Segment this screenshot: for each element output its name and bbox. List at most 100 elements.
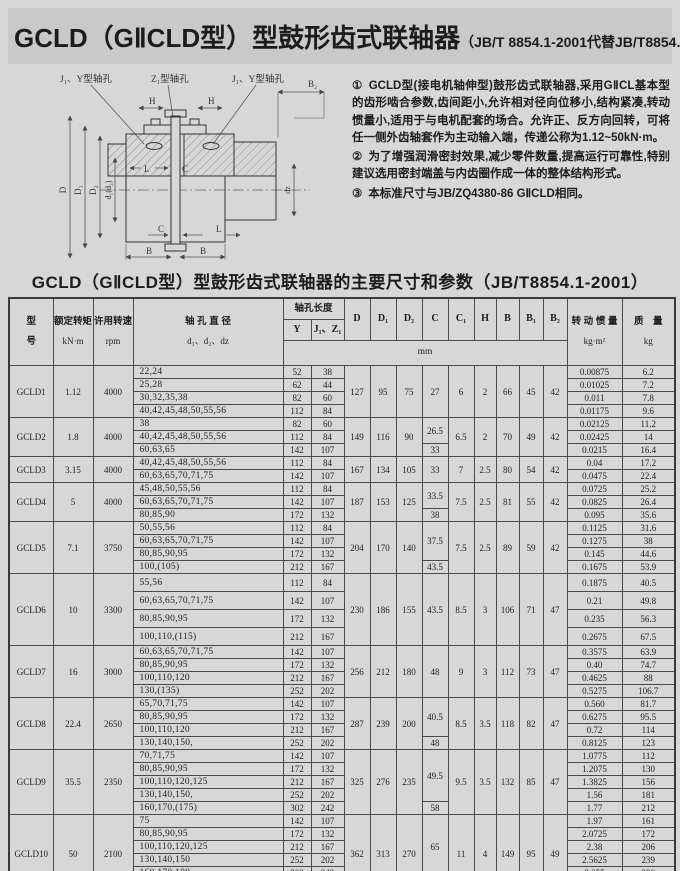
cell-B2: 47 <box>542 645 568 698</box>
cell-speed: 3000 <box>92 645 134 698</box>
cell-mass: 11.2 <box>621 417 676 431</box>
cell-inertia: 2.38 <box>566 840 623 854</box>
cell-mass: 181 <box>621 788 676 802</box>
label-bore-center: Z₁型轴孔 <box>151 73 189 85</box>
cell-inertia: 3.055 <box>566 866 623 871</box>
cell-C1: 7.5 <box>447 482 475 522</box>
cell-length-JZ: 107 <box>310 749 345 763</box>
cell-inertia: 0.0725 <box>566 482 623 496</box>
table-row: GCLD10 50 2100 75 142 107 362 313 270 65 11 4 149 95 4… <box>8 814 676 871</box>
cell-length-JZ: 84 <box>310 573 345 592</box>
cell-H: 3 <box>473 573 497 646</box>
cell-inertia: 0.560 <box>566 697 623 711</box>
cell-C: 58 <box>421 801 449 815</box>
cell-bore-diameters: 60,63,65,70,71,75 <box>132 495 284 509</box>
cell-length-Y: 142 <box>282 495 312 509</box>
cell-B: 112 <box>495 645 520 698</box>
dim-D1: D₁ <box>73 185 83 195</box>
drawing-area: J₁、Y型轴孔 Z₁型轴孔 J₁、Y型轴孔 <box>8 72 348 262</box>
cell-B1: 45 <box>518 365 544 418</box>
table-row: 100,(105) 212 167 43.5 0.1675 53.9 <box>9 560 676 574</box>
cell-B: 81 <box>495 482 520 522</box>
table-row: GCLD7 16 3000 60,63,65,70,71,75 142 107 256 212… <box>8 645 676 698</box>
cell-length-Y: 172 <box>282 547 312 561</box>
cell-inertia: 0.2675 <box>566 627 623 646</box>
cell-B: 132 <box>495 749 520 815</box>
table-row: 40,42,45,48,50,55,56 112 84 0.01175 9.6 <box>9 404 676 418</box>
col-header-Y: Y <box>282 319 312 341</box>
label-bore-right: J₁、Y型轴孔 <box>232 73 284 85</box>
table-row: 130,140,150 252 202 2.5625 239 <box>9 853 676 867</box>
cell-inertia: 0.72 <box>566 723 623 737</box>
col-header-B1: B₁ <box>518 297 544 341</box>
cell-B: 149 <box>495 814 520 871</box>
cell-length-JZ: 84 <box>310 430 345 444</box>
cell-B: 89 <box>495 521 520 574</box>
table-row: 60,63,65,70,71,75 142 107 0.0475 22.4 <box>9 469 676 483</box>
col-header-B2: B₂ <box>542 297 568 341</box>
cell-B1: 55 <box>518 482 544 522</box>
cell-B2: 47 <box>542 697 568 750</box>
cell-D1: 170 <box>369 521 397 574</box>
cell-model: GCLD4 <box>8 482 54 522</box>
cell-bore-diameters: 80,85,90,95 <box>132 710 284 724</box>
cell-mass: 239 <box>621 853 676 867</box>
cell-bore-diameters: 80,85,90,95 <box>132 827 284 841</box>
cell-length-JZ: 107 <box>310 591 345 610</box>
cell-B: 80 <box>495 456 520 483</box>
cell-mass: 7.8 <box>621 391 676 405</box>
cell-length-Y: 62 <box>282 378 312 392</box>
col-header-torque: 额定转矩 kN·m <box>52 297 94 366</box>
cell-D1: 95 <box>369 365 397 418</box>
top-section: J₁、Y型轴孔 Z₁型轴孔 J₁、Y型轴孔 <box>8 72 672 262</box>
cell-C1: 11 <box>447 814 475 871</box>
cell-torque: 1.12 <box>52 365 94 418</box>
cell-B1: 95 <box>518 814 544 871</box>
cell-length-Y: 82 <box>282 391 312 405</box>
page-title-standard: （JB/T 8854.1-2001代替JB/T8854.1-1999） <box>460 34 680 50</box>
cell-bore-diameters: 45,48,50,55,56 <box>132 482 284 496</box>
cell-length-JZ: 132 <box>310 658 345 672</box>
cell-H: 4 <box>473 814 497 871</box>
cell-D: 167 <box>343 456 371 483</box>
cell-H: 2 <box>473 417 497 457</box>
page-title: GCLD（GⅡCLD型）型鼓形齿式联轴器 <box>14 23 461 53</box>
cell-length-Y: 302 <box>282 866 312 871</box>
cell-bore-diameters: 40,42,45,48,50,55,56 <box>132 404 284 418</box>
cell-mass: 88 <box>621 671 676 685</box>
cell-length-Y: 142 <box>282 814 312 828</box>
cell-length-Y: 172 <box>282 609 312 628</box>
cell-B: 118 <box>495 697 520 750</box>
cell-model: GCLD2 <box>8 417 54 457</box>
note-2-text: 为了增强润滑密封效果,减少零件数量,提高运行可靠性,特别建议选用密封端盖与内齿圈… <box>352 151 670 181</box>
cell-bore-diameters: 80,85,90,95 <box>132 762 284 776</box>
cell-B1: 54 <box>518 456 544 483</box>
cell-C1: 7 <box>447 456 475 483</box>
col-header-mm: mm <box>282 340 568 366</box>
cell-length-JZ: 167 <box>310 723 345 737</box>
table-row: GCLD3 3.15 4000 40,42,45,48,50,55,56 112 84 16… <box>8 456 676 483</box>
col-header-model: 型号 <box>8 297 54 366</box>
cell-D2: 90 <box>395 417 423 457</box>
cell-B2: 42 <box>542 521 568 574</box>
cell-D2: 125 <box>395 482 423 522</box>
cell-model: GCLD8 <box>8 697 54 750</box>
cell-C: 48 <box>421 736 449 750</box>
cell-C: 43.5 <box>421 573 449 646</box>
cell-torque: 3.15 <box>52 456 94 483</box>
cell-D: 187 <box>343 482 371 522</box>
col-header-JZ: J₁、Z₁ <box>310 319 345 341</box>
dim-d1-d2: d₁(d₂) <box>104 180 113 199</box>
cell-inertia: 0.6275 <box>566 710 623 724</box>
cell-bore-diameters: 160,170,(175) <box>132 801 284 815</box>
cell-D: 325 <box>343 749 371 815</box>
cell-B: 70 <box>495 417 520 457</box>
cell-bore-diameters: 130,140,150 <box>132 853 284 867</box>
dim-H-right: H <box>208 96 215 106</box>
col-header-C1: C₁ <box>447 297 475 341</box>
cell-mass: 38 <box>621 534 676 548</box>
cell-length-JZ: 107 <box>310 443 345 457</box>
cell-length-JZ: 202 <box>310 684 345 698</box>
cell-inertia: 1.77 <box>566 801 623 815</box>
cell-speed: 4000 <box>92 456 134 483</box>
